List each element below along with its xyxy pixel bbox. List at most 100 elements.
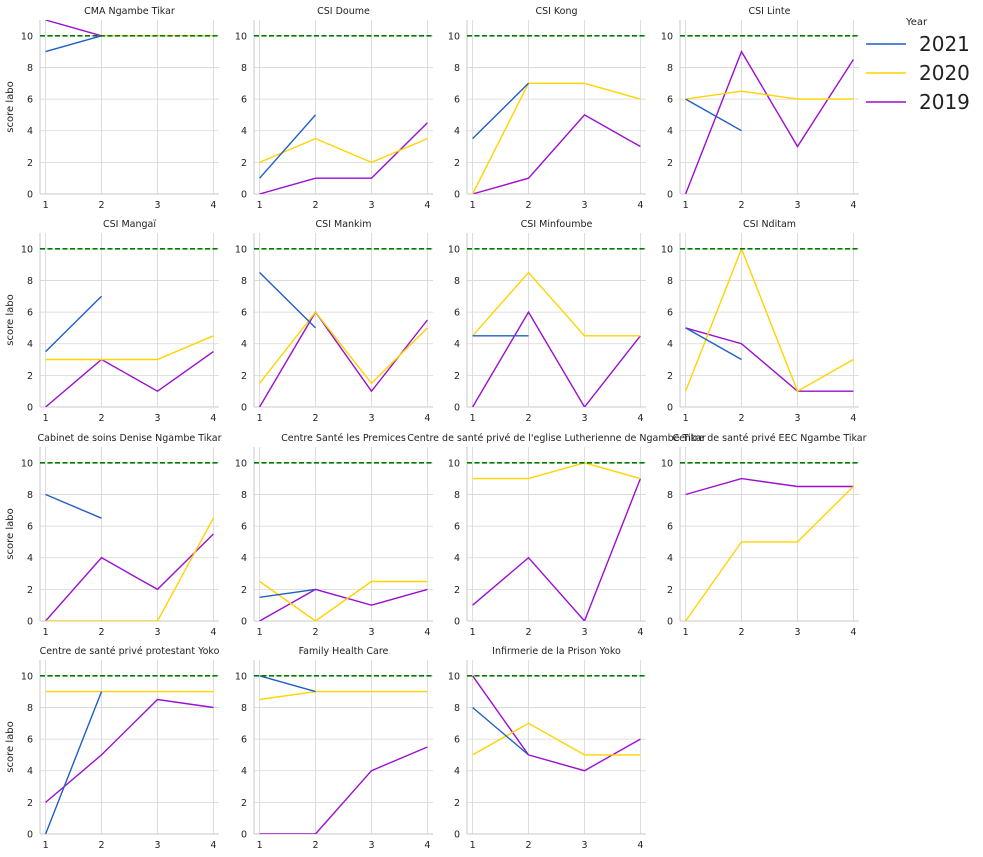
y-tick-label: 2 [241,585,247,596]
y-tick-label: 10 [661,244,673,255]
y-tick-label: 8 [454,490,460,501]
series-line-2021 [685,327,742,361]
series-line-2020 [45,335,214,361]
panel: 1 2 3 4 0 2 4 6 8 10 CSI Mankim [235,219,433,424]
x-tick-label: 3 [368,840,374,851]
y-tick-label: 10 [448,31,460,42]
panel-title: Centre de santé privé protestant Yoko [40,646,220,657]
legend-title: Year [905,17,928,28]
x-tick-label: 1 [257,413,263,424]
y-tick-label: 4 [454,126,460,137]
x-tick-label: 1 [470,200,476,211]
panel: 1 2 3 4 0 2 4 6 8 10 Centre Santé les Premices [235,433,433,638]
x-tick-label: 1 [257,200,263,211]
x-tick-label: 1 [470,840,476,851]
y-axis-label: score labo [5,294,16,345]
x-tick-label: 4 [210,200,216,211]
panel-title: Cabinet de soins Denise Ngambe Tikar [38,433,222,444]
y-tick-label: 4 [27,339,33,350]
y-tick-label: 6 [454,522,460,533]
y-tick-label: 6 [27,522,33,533]
series-line-2020 [259,137,428,164]
legend-label-2019: 2019 [919,90,970,114]
x-tick-label: 3 [154,413,160,424]
y-tick-label: 10 [235,458,247,469]
y-tick-label: 0 [27,403,33,414]
legend-label-2020: 2020 [919,61,970,85]
series-line-2019 [472,675,641,772]
x-tick-label: 2 [99,413,105,424]
y-tick-label: 2 [27,371,33,382]
x-tick-label: 3 [794,627,800,638]
y-tick-label: 6 [27,308,33,319]
x-tick-label: 1 [43,840,49,851]
y-tick-label: 0 [241,830,247,841]
y-tick-label: 8 [454,63,460,74]
x-tick-label: 3 [154,200,160,211]
y-tick-label: 6 [454,308,460,319]
x-tick-label: 4 [637,200,643,211]
y-tick-label: 10 [21,31,33,42]
y-tick-label: 8 [667,276,673,287]
panel-title: CSI Nditam [743,219,796,230]
x-tick-label: 4 [850,413,856,424]
y-tick-label: 10 [661,31,673,42]
x-tick-label: 4 [637,627,643,638]
y-tick-label: 6 [667,522,673,533]
y-tick-label: 10 [21,458,33,469]
panel-title: Centre de santé privé de l'eglise Luther… [407,433,706,444]
series-line-2021 [259,114,317,179]
panel: 1 2 3 4 0 2 4 6 8 10 CSI Minfoumbe [448,219,646,424]
y-tick-label: 4 [27,126,33,137]
series-line-2019 [45,20,102,37]
series-line-2019 [472,114,641,194]
y-tick-label: 0 [454,617,460,628]
panel-title: Infirmerie de la Prison Yoko [492,646,621,657]
panel-title: CSI Linte [748,6,790,17]
y-tick-label: 2 [667,585,673,596]
y-tick-label: 4 [667,553,673,564]
y-tick-label: 2 [241,158,247,169]
series-line-2019 [472,478,642,621]
panel: 1 2 3 4 0 2 4 6 8 10 Centre de santé privé protest… [5,646,220,851]
x-tick-label: 2 [313,627,319,638]
series-line-2021 [259,675,316,693]
x-tick-label: 2 [526,840,532,851]
series-line-2019 [45,533,214,621]
x-tick-label: 2 [526,413,532,424]
x-tick-label: 1 [43,627,49,638]
x-tick-label: 3 [581,200,587,211]
y-tick-label: 8 [27,63,33,74]
y-tick-label: 10 [235,671,247,682]
x-tick-label: 1 [683,200,689,211]
y-tick-label: 6 [27,735,33,746]
y-tick-label: 0 [27,617,33,628]
x-tick-label: 3 [581,627,587,638]
y-tick-label: 6 [241,735,247,746]
y-tick-label: 8 [27,276,33,287]
y-axis-label: score labo [5,721,16,772]
x-tick-label: 2 [99,627,105,638]
y-tick-label: 8 [667,63,673,74]
x-tick-label: 2 [99,200,105,211]
series-line-2019 [684,50,854,194]
y-axis-label: score labo [5,81,16,132]
y-tick-label: 6 [667,95,673,106]
series-line-2020 [471,82,641,194]
y-tick-label: 6 [27,95,33,106]
panel: 1 2 3 4 0 2 4 6 8 10 CSI Doume [235,6,433,211]
y-tick-label: 4 [667,126,673,137]
x-tick-label: 3 [368,200,374,211]
y-tick-label: 6 [454,95,460,106]
x-tick-label: 4 [424,840,430,851]
x-tick-label: 3 [154,840,160,851]
y-tick-label: 4 [241,339,247,350]
y-tick-label: 4 [27,766,33,777]
y-tick-label: 8 [27,703,33,714]
y-tick-label: 10 [448,671,460,682]
panel: 1 2 3 4 0 2 4 6 8 10 Family Health Care [235,646,433,851]
series-line-2019 [45,351,214,407]
x-tick-label: 4 [637,840,643,851]
panel-title: CMA Ngambe Tikar [84,6,175,17]
y-tick-label: 6 [667,308,673,319]
